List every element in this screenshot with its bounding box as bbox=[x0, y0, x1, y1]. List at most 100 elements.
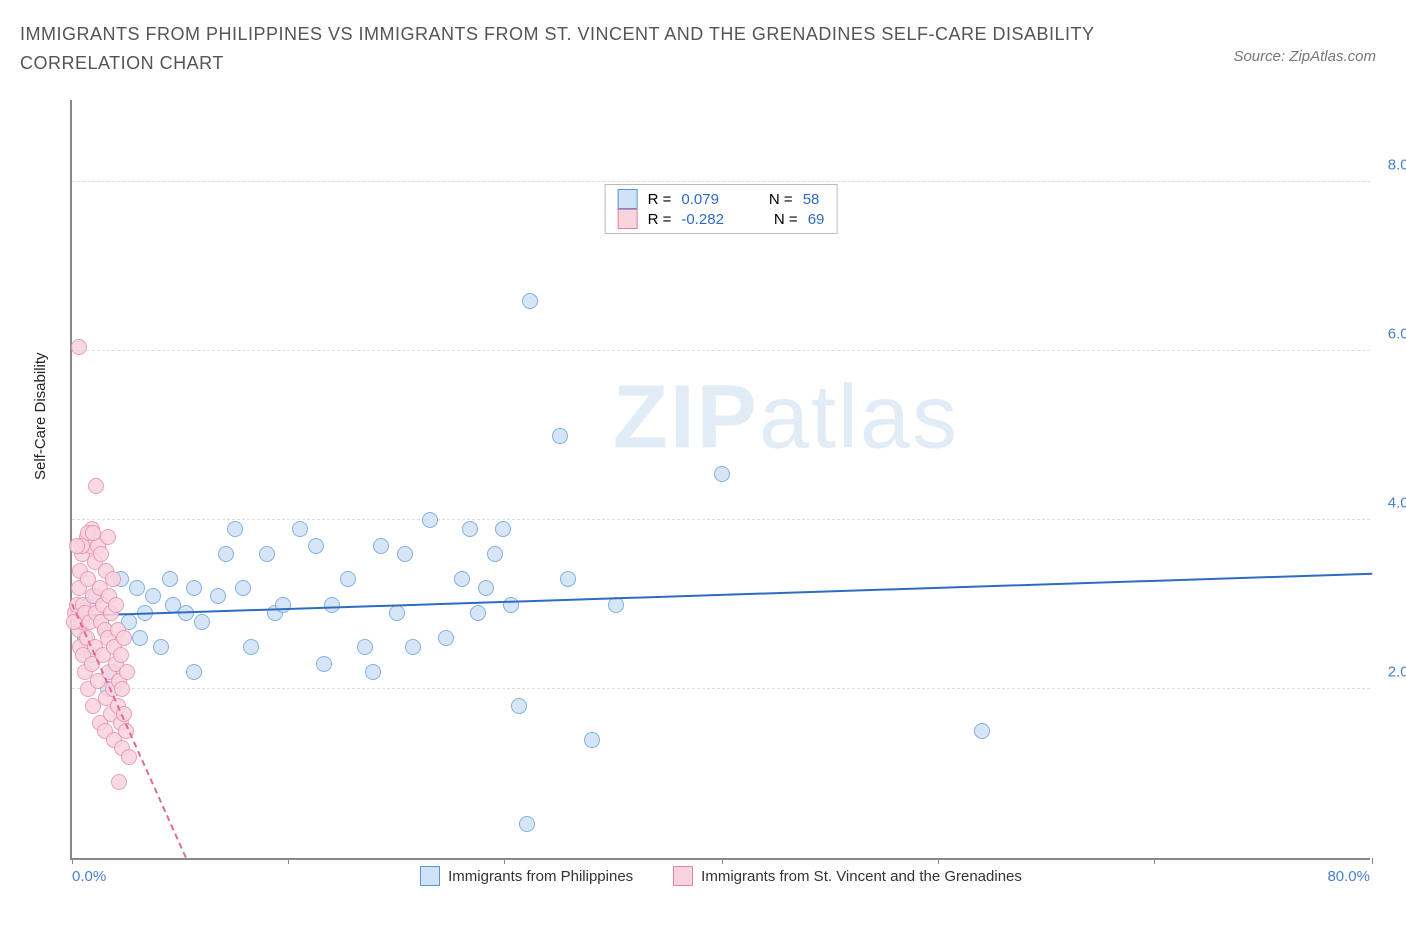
scatter-point-philippines bbox=[478, 580, 494, 596]
scatter-point-st_vincent bbox=[119, 664, 135, 680]
watermark-light: atlas bbox=[759, 368, 959, 468]
x-tick bbox=[504, 858, 505, 864]
scatter-point-philippines bbox=[218, 546, 234, 562]
scatter-point-philippines bbox=[487, 546, 503, 562]
r-value: -0.282 bbox=[681, 211, 724, 228]
scatter-point-philippines bbox=[714, 466, 730, 482]
n-value: 58 bbox=[803, 191, 820, 208]
y-tick-label: 8.0% bbox=[1376, 157, 1406, 174]
y-tick-label: 6.0% bbox=[1376, 326, 1406, 343]
scatter-point-philippines bbox=[308, 538, 324, 554]
scatter-point-st_vincent bbox=[113, 647, 129, 663]
scatter-point-philippines bbox=[462, 521, 478, 537]
scatter-point-philippines bbox=[438, 630, 454, 646]
source-label: Source: ZipAtlas.com bbox=[1233, 48, 1376, 65]
scatter-point-philippines bbox=[511, 698, 527, 714]
x-tick bbox=[1154, 858, 1155, 864]
scatter-point-st_vincent bbox=[69, 538, 85, 554]
scatter-point-st_vincent bbox=[71, 339, 87, 355]
scatter-point-st_vincent bbox=[108, 597, 124, 613]
scatter-point-st_vincent bbox=[111, 774, 127, 790]
scatter-point-philippines bbox=[340, 571, 356, 587]
scatter-point-philippines bbox=[129, 580, 145, 596]
scatter-point-st_vincent bbox=[121, 749, 137, 765]
watermark: ZIPatlas bbox=[613, 367, 959, 470]
y-tick-label: 4.0% bbox=[1376, 495, 1406, 512]
scatter-point-st_vincent bbox=[93, 546, 109, 562]
scatter-point-philippines bbox=[560, 571, 576, 587]
scatter-point-philippines bbox=[357, 639, 373, 655]
scatter-point-philippines bbox=[243, 639, 259, 655]
r-label: R = bbox=[648, 191, 672, 208]
scatter-point-philippines bbox=[210, 588, 226, 604]
scatter-point-philippines bbox=[454, 571, 470, 587]
scatter-point-philippines bbox=[132, 630, 148, 646]
scatter-point-philippines bbox=[584, 732, 600, 748]
x-tick bbox=[938, 858, 939, 864]
x-tick bbox=[288, 858, 289, 864]
plot-area: ZIPatlas R = 0.079 N = 58 R = -0.282 N =… bbox=[70, 100, 1370, 860]
scatter-point-st_vincent bbox=[85, 525, 101, 541]
scatter-point-philippines bbox=[162, 571, 178, 587]
gridline bbox=[72, 688, 1370, 689]
legend-item: Immigrants from Philippines bbox=[420, 866, 633, 886]
correlation-chart: IMMIGRANTS FROM PHILIPPINES VS IMMIGRANT… bbox=[20, 20, 1386, 910]
scatter-point-philippines bbox=[292, 521, 308, 537]
stats-legend-row: R = -0.282 N = 69 bbox=[618, 209, 825, 229]
r-value: 0.079 bbox=[681, 191, 719, 208]
stats-legend-row: R = 0.079 N = 58 bbox=[618, 189, 825, 209]
scatter-point-philippines bbox=[186, 580, 202, 596]
scatter-point-philippines bbox=[316, 656, 332, 672]
stats-legend: R = 0.079 N = 58 R = -0.282 N = 69 bbox=[605, 184, 838, 234]
scatter-point-st_vincent bbox=[105, 571, 121, 587]
scatter-point-philippines bbox=[186, 664, 202, 680]
scatter-point-philippines bbox=[389, 605, 405, 621]
x-tick bbox=[722, 858, 723, 864]
scatter-point-philippines bbox=[519, 816, 535, 832]
x-tick bbox=[1372, 858, 1373, 864]
scatter-point-st_vincent bbox=[116, 630, 132, 646]
x-max-label: 80.0% bbox=[1327, 868, 1370, 885]
scatter-point-philippines bbox=[145, 588, 161, 604]
legend-swatch-1 bbox=[618, 189, 638, 209]
r-label: R = bbox=[648, 211, 672, 228]
scatter-point-philippines bbox=[153, 639, 169, 655]
legend-swatch-philippines bbox=[420, 866, 440, 886]
scatter-point-philippines bbox=[397, 546, 413, 562]
scatter-point-philippines bbox=[974, 723, 990, 739]
scatter-point-philippines bbox=[365, 664, 381, 680]
gridline bbox=[72, 181, 1370, 182]
scatter-point-st_vincent bbox=[88, 478, 104, 494]
x-tick bbox=[72, 858, 73, 864]
scatter-point-philippines bbox=[422, 512, 438, 528]
chart-title: IMMIGRANTS FROM PHILIPPINES VS IMMIGRANT… bbox=[20, 20, 1170, 78]
scatter-point-philippines bbox=[405, 639, 421, 655]
legend-swatch-2 bbox=[618, 209, 638, 229]
legend-item: Immigrants from St. Vincent and the Gren… bbox=[673, 866, 1022, 886]
legend-label: Immigrants from Philippines bbox=[448, 868, 633, 885]
scatter-point-philippines bbox=[495, 521, 511, 537]
scatter-point-philippines bbox=[470, 605, 486, 621]
scatter-point-philippines bbox=[259, 546, 275, 562]
scatter-point-philippines bbox=[503, 597, 519, 613]
n-label: N = bbox=[769, 191, 793, 208]
series-legend: 0.0% Immigrants from Philippines Immigra… bbox=[72, 866, 1370, 886]
watermark-bold: ZIP bbox=[613, 368, 759, 468]
scatter-point-st_vincent bbox=[100, 529, 116, 545]
scatter-point-philippines bbox=[522, 293, 538, 309]
legend-swatch-stvincent bbox=[673, 866, 693, 886]
y-axis-title: Self-Care Disability bbox=[32, 352, 49, 480]
x-min-label: 0.0% bbox=[72, 868, 106, 885]
n-label: N = bbox=[774, 211, 798, 228]
scatter-point-philippines bbox=[227, 521, 243, 537]
scatter-point-st_vincent bbox=[114, 681, 130, 697]
scatter-point-philippines bbox=[552, 428, 568, 444]
legend-label: Immigrants from St. Vincent and the Gren… bbox=[701, 868, 1022, 885]
scatter-point-philippines bbox=[373, 538, 389, 554]
y-tick-label: 2.0% bbox=[1376, 664, 1406, 681]
scatter-point-philippines bbox=[194, 614, 210, 630]
scatter-point-philippines bbox=[324, 597, 340, 613]
gridline bbox=[72, 519, 1370, 520]
n-value: 69 bbox=[808, 211, 825, 228]
scatter-point-philippines bbox=[235, 580, 251, 596]
